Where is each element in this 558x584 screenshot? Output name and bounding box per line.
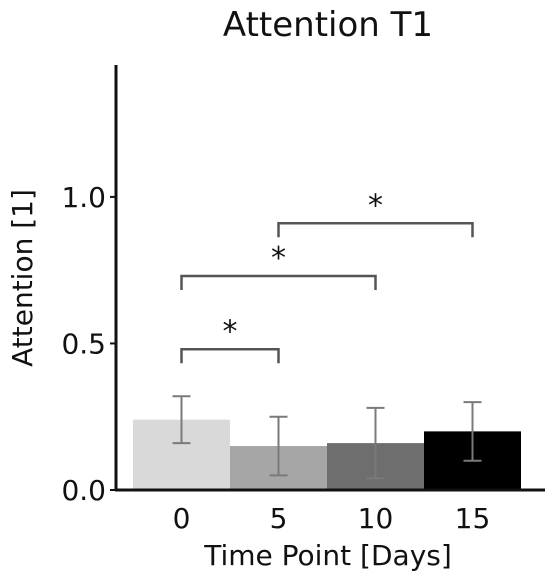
y-ticks-group: 0.0 0.5 1.0 xyxy=(61,181,116,507)
y-axis-label: Attention [1] xyxy=(6,189,39,367)
bars-group xyxy=(133,419,521,490)
y-tick-label-1: 0.5 xyxy=(61,327,106,360)
significance-star-3: * xyxy=(368,188,383,223)
y-tick-label-0: 0.0 xyxy=(61,474,106,507)
x-ticks-group: 0 5 10 15 xyxy=(173,502,491,535)
error-bars-group xyxy=(172,395,482,480)
x-tick-label-5: 5 xyxy=(270,502,288,535)
x-axis-label: Time Point [Days] xyxy=(203,539,452,572)
significance-bracket-3 xyxy=(277,222,474,238)
significance-bracket-2 xyxy=(180,274,377,291)
significance-group: * * * xyxy=(180,188,474,364)
x-tick-label-0: 0 xyxy=(173,502,191,535)
significance-star-1: * xyxy=(223,314,238,349)
x-tick-label-10: 10 xyxy=(358,502,394,535)
x-tick-label-15: 15 xyxy=(455,502,491,535)
significance-star-2: * xyxy=(271,241,286,276)
significance-bracket-1 xyxy=(180,348,280,364)
chart-title: Attention T1 xyxy=(223,5,433,45)
y-tick-label-2: 1.0 xyxy=(61,181,106,214)
